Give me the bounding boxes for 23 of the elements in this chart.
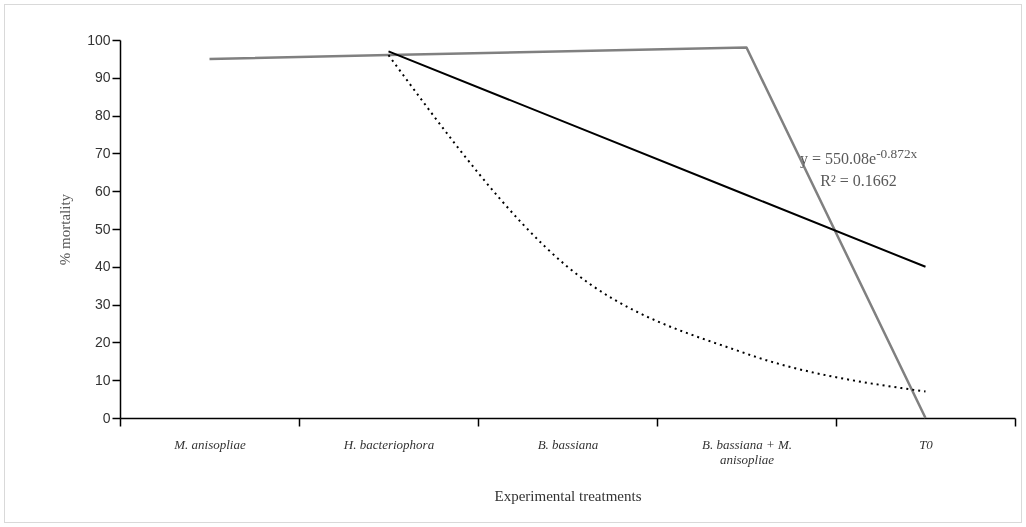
y-tick-label: 20 — [94, 333, 111, 350]
x-tick-label: B. bassiana — [537, 436, 599, 452]
y-tick-label: 50 — [94, 220, 111, 237]
y-axis-title: % mortality — [57, 193, 74, 266]
y-tick-label: 30 — [94, 296, 111, 313]
y-tick-label: 10 — [94, 371, 111, 388]
y-tick-label: 100 — [87, 31, 111, 48]
line-series — [387, 50, 927, 268]
y-tick-label: 0 — [102, 409, 111, 426]
x-tick-label: H. bacteriophora — [342, 436, 435, 452]
line-series — [208, 46, 927, 420]
y-tick-label: 90 — [94, 69, 111, 86]
x-tick-label: B. bassiana + M. anisopliae — [701, 436, 793, 467]
y-tick-label: 70 — [94, 144, 111, 161]
y-tick-label: 40 — [94, 258, 111, 275]
x-tick-label: M. anisopliae — [173, 436, 246, 452]
annotation: y = 550.08e$^{-0.872x}$ — [800, 145, 918, 170]
y-tick-label: 60 — [94, 182, 111, 199]
x-axis-title: Experimental treatments — [494, 487, 642, 504]
y-tick-label: 80 — [94, 107, 111, 124]
annotation: R² = 0.1662 — [819, 171, 898, 192]
line-series — [387, 54, 927, 393]
x-tick-label: T0 — [919, 436, 934, 452]
